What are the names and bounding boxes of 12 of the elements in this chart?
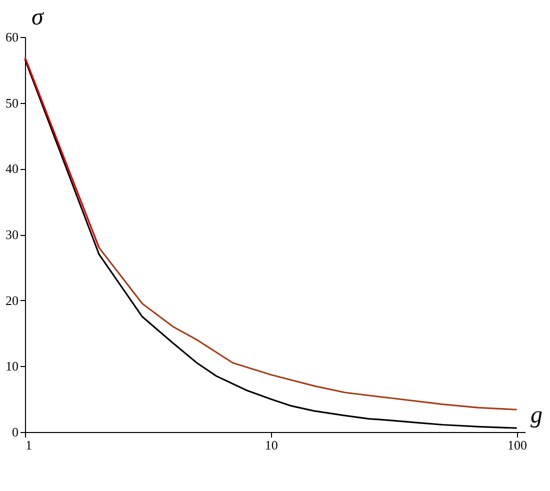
x-tick-label: 10 xyxy=(264,438,278,452)
x-tick-label: 100 xyxy=(508,438,528,452)
y-tick-label: 30 xyxy=(6,227,18,242)
y-tick-label: 50 xyxy=(6,95,18,110)
y-tick-label: 10 xyxy=(6,358,18,374)
y-tick-label: 40 xyxy=(6,161,18,176)
y-axis-title: σ xyxy=(32,4,44,30)
x-axis-title: g xyxy=(530,402,542,428)
y-tick-label: 20 xyxy=(6,292,18,308)
y-tick-label: 60 xyxy=(6,30,18,44)
x-tick-label: 1 xyxy=(26,438,32,452)
y-tick-label: 0 xyxy=(12,424,18,440)
